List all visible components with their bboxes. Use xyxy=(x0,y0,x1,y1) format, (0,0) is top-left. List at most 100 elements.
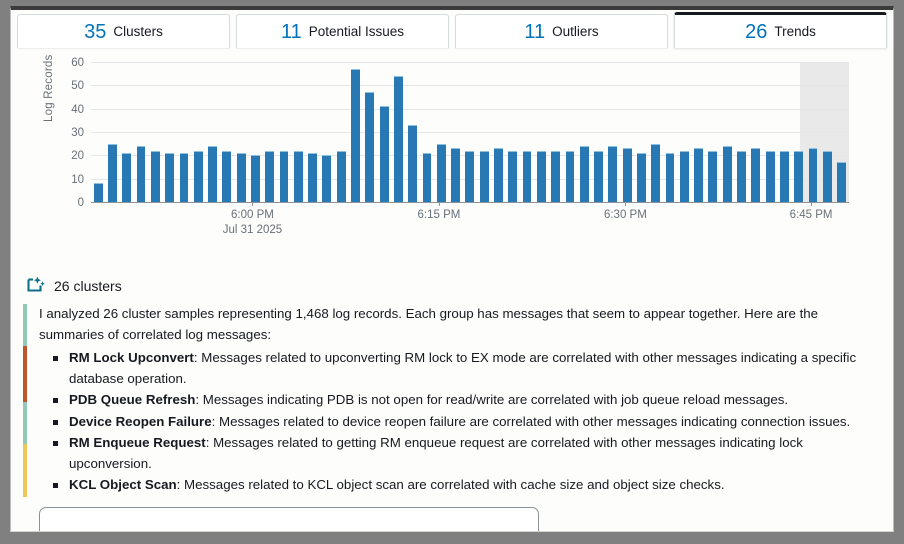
chart-bar-slot[interactable] xyxy=(834,62,848,202)
tab-potential-issues[interactable]: 11 Potential Issues xyxy=(236,14,449,48)
chart-bar-slot[interactable] xyxy=(634,62,648,202)
chart-bar[interactable] xyxy=(208,146,217,202)
chart-bar-slot[interactable] xyxy=(563,62,577,202)
chart-bar[interactable] xyxy=(322,155,332,202)
chart-bar-slot[interactable] xyxy=(491,62,505,202)
chart-bar-slot[interactable] xyxy=(391,62,405,202)
chart-bar[interactable] xyxy=(308,153,318,202)
chart-bar[interactable] xyxy=(651,143,661,202)
chart-bar[interactable] xyxy=(222,150,232,202)
chart-bar-slot[interactable] xyxy=(606,62,620,202)
chart-bar[interactable] xyxy=(822,150,832,202)
chart-bar[interactable] xyxy=(479,150,489,202)
chart-bar[interactable] xyxy=(165,153,175,202)
chart-bar[interactable] xyxy=(837,162,847,202)
chart-bar[interactable] xyxy=(351,69,360,202)
chart-bar[interactable] xyxy=(622,148,632,202)
chart-bar[interactable] xyxy=(122,153,132,202)
chart-bar[interactable] xyxy=(422,153,432,202)
chart-bar-slot[interactable] xyxy=(148,62,162,202)
chart-bar[interactable] xyxy=(279,150,289,202)
chart-bar-slot[interactable] xyxy=(706,62,720,202)
chart-bar-slot[interactable] xyxy=(248,62,262,202)
chart-bar[interactable] xyxy=(794,150,804,202)
chart-bar[interactable] xyxy=(293,150,303,202)
chart-bar-slot[interactable] xyxy=(162,62,176,202)
chart-bar-slot[interactable] xyxy=(763,62,777,202)
chart-bar-slot[interactable] xyxy=(348,62,362,202)
chart-bar[interactable] xyxy=(108,143,117,202)
chart-bar-slot[interactable] xyxy=(734,62,748,202)
chart-bar-slot[interactable] xyxy=(620,62,634,202)
chart-bar-slot[interactable] xyxy=(377,62,391,202)
chart-bar-slot[interactable] xyxy=(749,62,763,202)
chart-bar[interactable] xyxy=(451,148,460,202)
chart-bar[interactable] xyxy=(722,146,732,202)
chart-bar[interactable] xyxy=(265,150,275,202)
chart-bar[interactable] xyxy=(565,150,575,202)
chart-bar[interactable] xyxy=(594,150,603,202)
chart-bar[interactable] xyxy=(608,146,618,202)
chart-bar-slot[interactable] xyxy=(334,62,348,202)
chart-bar[interactable] xyxy=(694,148,704,202)
tab-trends[interactable]: 26 Trends xyxy=(674,12,887,48)
chart-bar-slot[interactable] xyxy=(134,62,148,202)
chart-bar-slot[interactable] xyxy=(691,62,705,202)
chart-bar[interactable] xyxy=(365,92,375,202)
chart-bar-slot[interactable] xyxy=(220,62,234,202)
chart-bar-slot[interactable] xyxy=(205,62,219,202)
chart-bar[interactable] xyxy=(508,150,518,202)
chart-bar-slot[interactable] xyxy=(277,62,291,202)
chart-bar-slot[interactable] xyxy=(91,62,105,202)
chart-bar-slot[interactable] xyxy=(406,62,420,202)
chart-bar[interactable] xyxy=(494,148,503,202)
chart-bar[interactable] xyxy=(808,148,818,202)
chart-bar-slot[interactable] xyxy=(720,62,734,202)
chart-bar[interactable] xyxy=(436,143,446,202)
chart-bar[interactable] xyxy=(150,150,160,202)
chart-bar[interactable] xyxy=(579,146,589,202)
chart-bar-slot[interactable] xyxy=(520,62,534,202)
chart-bar-slot[interactable] xyxy=(577,62,591,202)
chart-bar[interactable] xyxy=(250,155,260,202)
chart-bar-slot[interactable] xyxy=(105,62,119,202)
chart-bar-slot[interactable] xyxy=(820,62,834,202)
chart-bar-slot[interactable] xyxy=(477,62,491,202)
prompt-input[interactable] xyxy=(39,506,539,531)
chart-bar-slot[interactable] xyxy=(177,62,191,202)
chart-bar-slot[interactable] xyxy=(777,62,791,202)
chart-bar[interactable] xyxy=(379,106,389,202)
chart-bar-slot[interactable] xyxy=(591,62,605,202)
chart-bar[interactable] xyxy=(336,150,346,202)
chart-bar-slot[interactable] xyxy=(806,62,820,202)
chart-bar-slot[interactable] xyxy=(506,62,520,202)
chart-bar-slot[interactable] xyxy=(434,62,448,202)
chart-bar-slot[interactable] xyxy=(677,62,691,202)
tab-outliers[interactable]: 11 Outliers xyxy=(455,14,668,48)
chart-bar-slot[interactable] xyxy=(663,62,677,202)
chart-bar-slot[interactable] xyxy=(120,62,134,202)
chart-bar-slot[interactable] xyxy=(448,62,462,202)
chart-bar[interactable] xyxy=(136,146,146,202)
chart-bar-slot[interactable] xyxy=(420,62,434,202)
chart-bar[interactable] xyxy=(179,153,189,202)
chart-bar[interactable] xyxy=(779,150,789,202)
chart-bar[interactable] xyxy=(708,150,718,202)
chart-bar[interactable] xyxy=(536,150,546,202)
chart-bar-slot[interactable] xyxy=(305,62,319,202)
chart-bar-slot[interactable] xyxy=(549,62,563,202)
chart-bar[interactable] xyxy=(93,183,103,202)
chart-bar[interactable] xyxy=(465,150,475,202)
chart-bar[interactable] xyxy=(408,125,418,202)
chart-bar-slot[interactable] xyxy=(234,62,248,202)
tab-clusters[interactable]: 35 Clusters xyxy=(17,14,230,48)
chart-bar-slot[interactable] xyxy=(363,62,377,202)
chart-bar-slot[interactable] xyxy=(291,62,305,202)
chart-bar-slot[interactable] xyxy=(320,62,334,202)
chart-bar[interactable] xyxy=(522,150,532,202)
chart-bar-slot[interactable] xyxy=(649,62,663,202)
chart-bar[interactable] xyxy=(393,76,403,202)
chart-bar[interactable] xyxy=(193,150,203,202)
chart-bar-slot[interactable] xyxy=(792,62,806,202)
chart-bar[interactable] xyxy=(751,148,761,202)
